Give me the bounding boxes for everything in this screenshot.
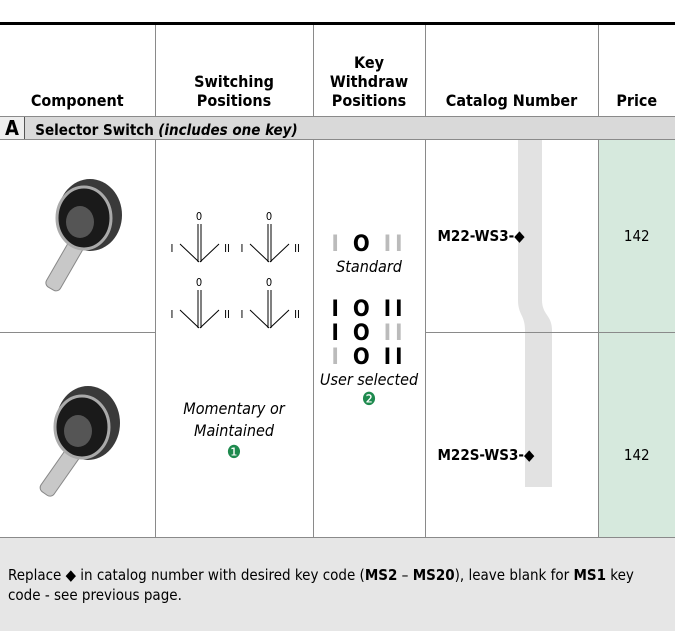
diagram-line	[250, 310, 269, 328]
position: O	[353, 297, 374, 322]
section-row: A Selector Switch (includes one key)	[0, 117, 675, 140]
price: 142	[598, 140, 675, 333]
switch-image	[0, 140, 155, 328]
image-cell	[0, 333, 155, 538]
diagram-label: II	[224, 308, 230, 321]
diagram-label: 0	[266, 210, 272, 223]
diagram-line	[200, 244, 219, 262]
footer-note: Replace ◆ in catalog number with desired…	[0, 538, 675, 631]
user-label: User selected	[314, 370, 425, 389]
diagram-label: I	[171, 308, 174, 321]
diagram-label: I	[241, 308, 244, 321]
col-header: Key Withdraw Positions	[313, 24, 425, 117]
catalog-number: M22S-WS3-◆	[425, 333, 598, 538]
position: I	[332, 232, 343, 257]
diagram-line	[180, 310, 199, 328]
switch-image	[0, 351, 155, 515]
diagram-line	[250, 244, 269, 262]
col-header: Catalog Number	[425, 24, 598, 117]
diagram-label: II	[224, 242, 230, 255]
col-header: Price	[598, 24, 675, 117]
diagram-label: 0	[196, 210, 202, 223]
position: II	[384, 297, 407, 322]
diagram-line	[270, 310, 289, 328]
section-note: (includes one key)	[158, 121, 297, 139]
header-row: Component Switching Positions Key Withdr…	[0, 24, 675, 117]
price: 142	[598, 333, 675, 538]
diagram-label: II	[294, 242, 300, 255]
catalog-number: M22-WS3-◆	[425, 140, 598, 333]
switching-caption: Momentary or Maintained	[156, 398, 313, 442]
position: I	[332, 321, 343, 346]
diagram-label: 0	[266, 276, 272, 289]
footnote-mark: ❶	[156, 442, 313, 463]
col-header: Component	[0, 24, 155, 117]
diagram-label: I	[171, 242, 174, 255]
diagram-label: II	[294, 308, 300, 321]
section-letter: A	[0, 117, 25, 139]
footnote-mark: ❷	[314, 389, 425, 410]
position: I	[332, 297, 343, 322]
position: II	[384, 321, 407, 346]
position: O	[353, 345, 374, 370]
section-title: Selector Switch	[35, 121, 154, 139]
standard-label: Standard	[314, 257, 425, 276]
section-cell: A Selector Switch (includes one key)	[0, 117, 675, 140]
position: O	[353, 321, 374, 346]
footer-row: Replace ◆ in catalog number with desired…	[0, 538, 675, 631]
diagram-line	[180, 244, 199, 262]
position: I	[332, 345, 343, 370]
image-cell	[0, 140, 155, 333]
diagram-label: 0	[196, 276, 202, 289]
product-table: Component Switching Positions Key Withdr…	[0, 22, 675, 631]
col-header: Switching Positions	[155, 24, 313, 117]
diagram-line	[200, 310, 219, 328]
position: II	[384, 345, 407, 370]
position: II	[384, 232, 407, 257]
position: O	[353, 232, 374, 257]
page: Component Switching Positions Key Withdr…	[0, 0, 675, 581]
diagram-line	[270, 244, 289, 262]
diagram-label: I	[241, 242, 244, 255]
